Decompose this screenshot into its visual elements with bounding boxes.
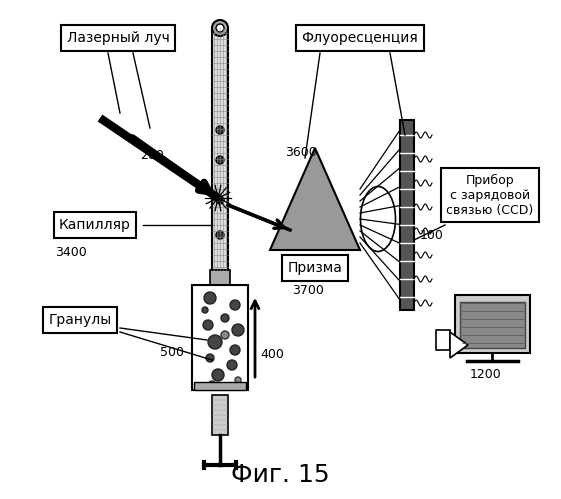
Circle shape [208,381,216,389]
Circle shape [235,377,241,383]
Circle shape [227,360,237,370]
Text: 3700: 3700 [292,283,324,296]
Circle shape [202,307,208,313]
Text: 100: 100 [420,229,444,242]
Text: Прибор
с зарядовой
связью (CCD): Прибор с зарядовой связью (CCD) [447,174,534,217]
Circle shape [216,24,224,32]
Circle shape [232,324,244,336]
Text: Призма: Призма [288,261,342,275]
Bar [212,395,228,435]
Text: Флуоресценция: Флуоресценция [302,31,419,45]
Circle shape [212,369,224,381]
Text: 200: 200 [140,149,164,162]
Circle shape [216,231,224,239]
Polygon shape [270,148,360,250]
Circle shape [216,156,224,164]
Circle shape [216,126,224,134]
Circle shape [221,314,229,322]
Text: Гранулы: Гранулы [48,313,112,327]
Circle shape [230,300,240,310]
Circle shape [216,196,224,204]
Circle shape [204,292,216,304]
Bar [192,285,248,390]
Circle shape [208,335,222,349]
Text: 500: 500 [160,345,184,358]
Text: Капилляр: Капилляр [59,218,131,232]
Circle shape [221,331,229,339]
Text: 400: 400 [260,348,284,361]
Text: 3400: 3400 [55,246,87,258]
Text: Лазерный луч: Лазерный луч [67,31,169,45]
Bar [210,270,230,285]
Bar [460,302,525,348]
Circle shape [230,345,240,355]
Text: 1200: 1200 [470,368,502,382]
Text: Фиг. 15: Фиг. 15 [231,463,329,487]
Bar [212,28,228,270]
Circle shape [206,354,214,362]
Circle shape [212,20,228,36]
Text: 3600: 3600 [285,146,317,159]
Polygon shape [450,332,468,358]
Circle shape [203,320,213,330]
Bar [436,330,450,350]
Bar [455,295,530,353]
Bar [194,382,246,390]
Bar [400,120,414,310]
